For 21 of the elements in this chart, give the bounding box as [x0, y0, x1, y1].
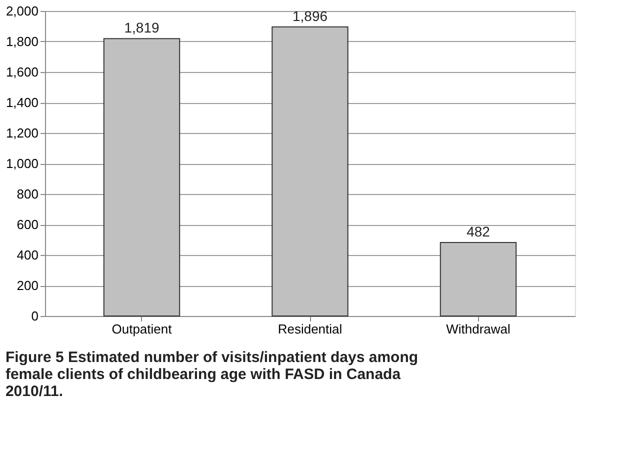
caption: Figure 5 Estimated number of visits/inpatient days among female clients of childbearing age with FASD in Canada 2010/11. [5, 349, 418, 400]
x-tick-label: Outpatient [112, 322, 172, 336]
y-tick-label: 600 [16, 217, 38, 232]
x-tick-label: Withdrawal [446, 322, 511, 336]
y-tick-label: 1,400 [6, 95, 38, 110]
y-tick-label: 1,200 [6, 126, 38, 140]
bar [103, 38, 180, 316]
y-tick-label: 400 [16, 248, 38, 262]
y-tick-label: 800 [16, 186, 38, 202]
bar [440, 242, 517, 316]
y-tick-label: 1,600 [6, 64, 38, 80]
bar [272, 26, 348, 316]
y-tick-label: 0 [31, 308, 38, 324]
y-tick-label: 200 [16, 278, 38, 293]
data-label: 1,896 [292, 8, 328, 24]
y-tick-label: 1,000 [6, 156, 38, 171]
data-label: 1,819 [124, 20, 160, 36]
x-tick-label: Residential [278, 322, 342, 336]
y-tick-label: 1,800 [6, 34, 38, 49]
y-tick-label: 2,000 [6, 4, 38, 18]
data-label: 482 [466, 223, 490, 240]
